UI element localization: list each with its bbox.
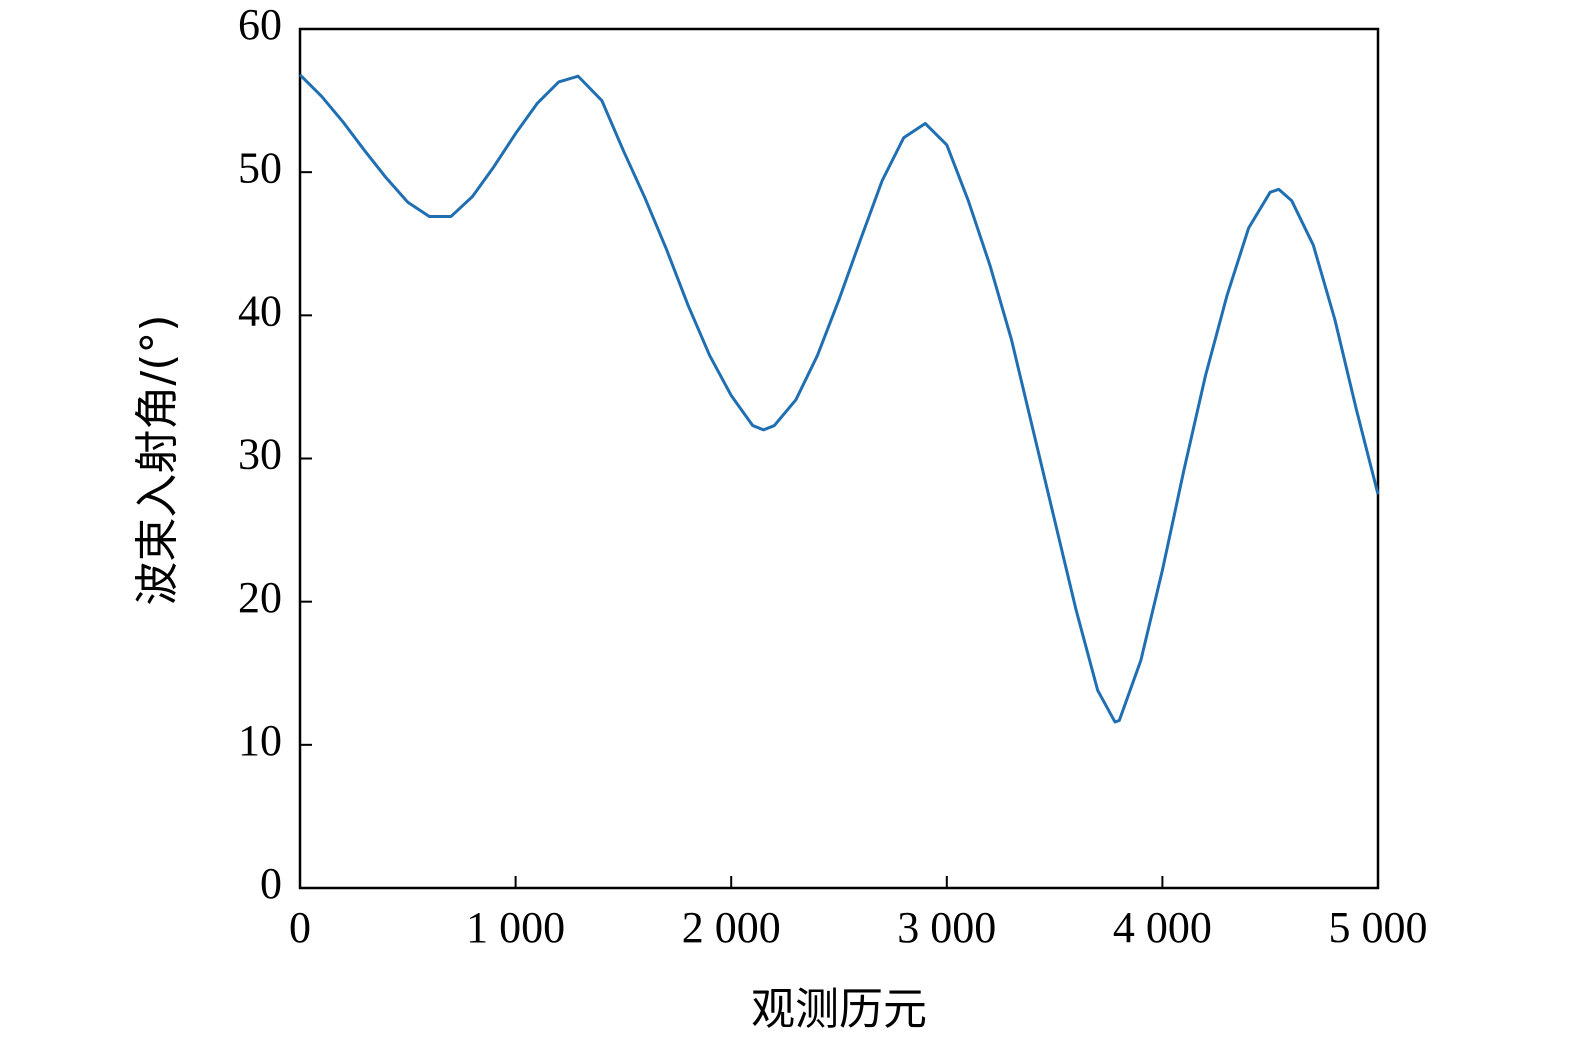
y-tick-label: 30 (238, 430, 282, 479)
y-tick-label: 0 (260, 859, 282, 908)
y-tick-label: 20 (238, 573, 282, 622)
y-tick-label: 40 (238, 286, 282, 335)
x-axis-label: 观测历元 (751, 984, 927, 1035)
x-tick-label: 2 000 (682, 903, 781, 952)
y-axis-label: 波束入射角/(°) (132, 314, 183, 605)
y-tick-label: 10 (238, 716, 282, 765)
x-tick-label: 1 000 (466, 903, 565, 952)
x-tick-label: 3 000 (897, 903, 996, 952)
x-tick-label: 0 (289, 903, 311, 952)
plot-frame (298, 27, 1380, 890)
x-tick-label: 4 000 (1113, 903, 1212, 952)
x-tick-label: 5 000 (1329, 903, 1428, 952)
y-tick-label: 60 (238, 0, 282, 49)
y-tick-label: 50 (238, 143, 282, 192)
data-line (298, 73, 1380, 724)
